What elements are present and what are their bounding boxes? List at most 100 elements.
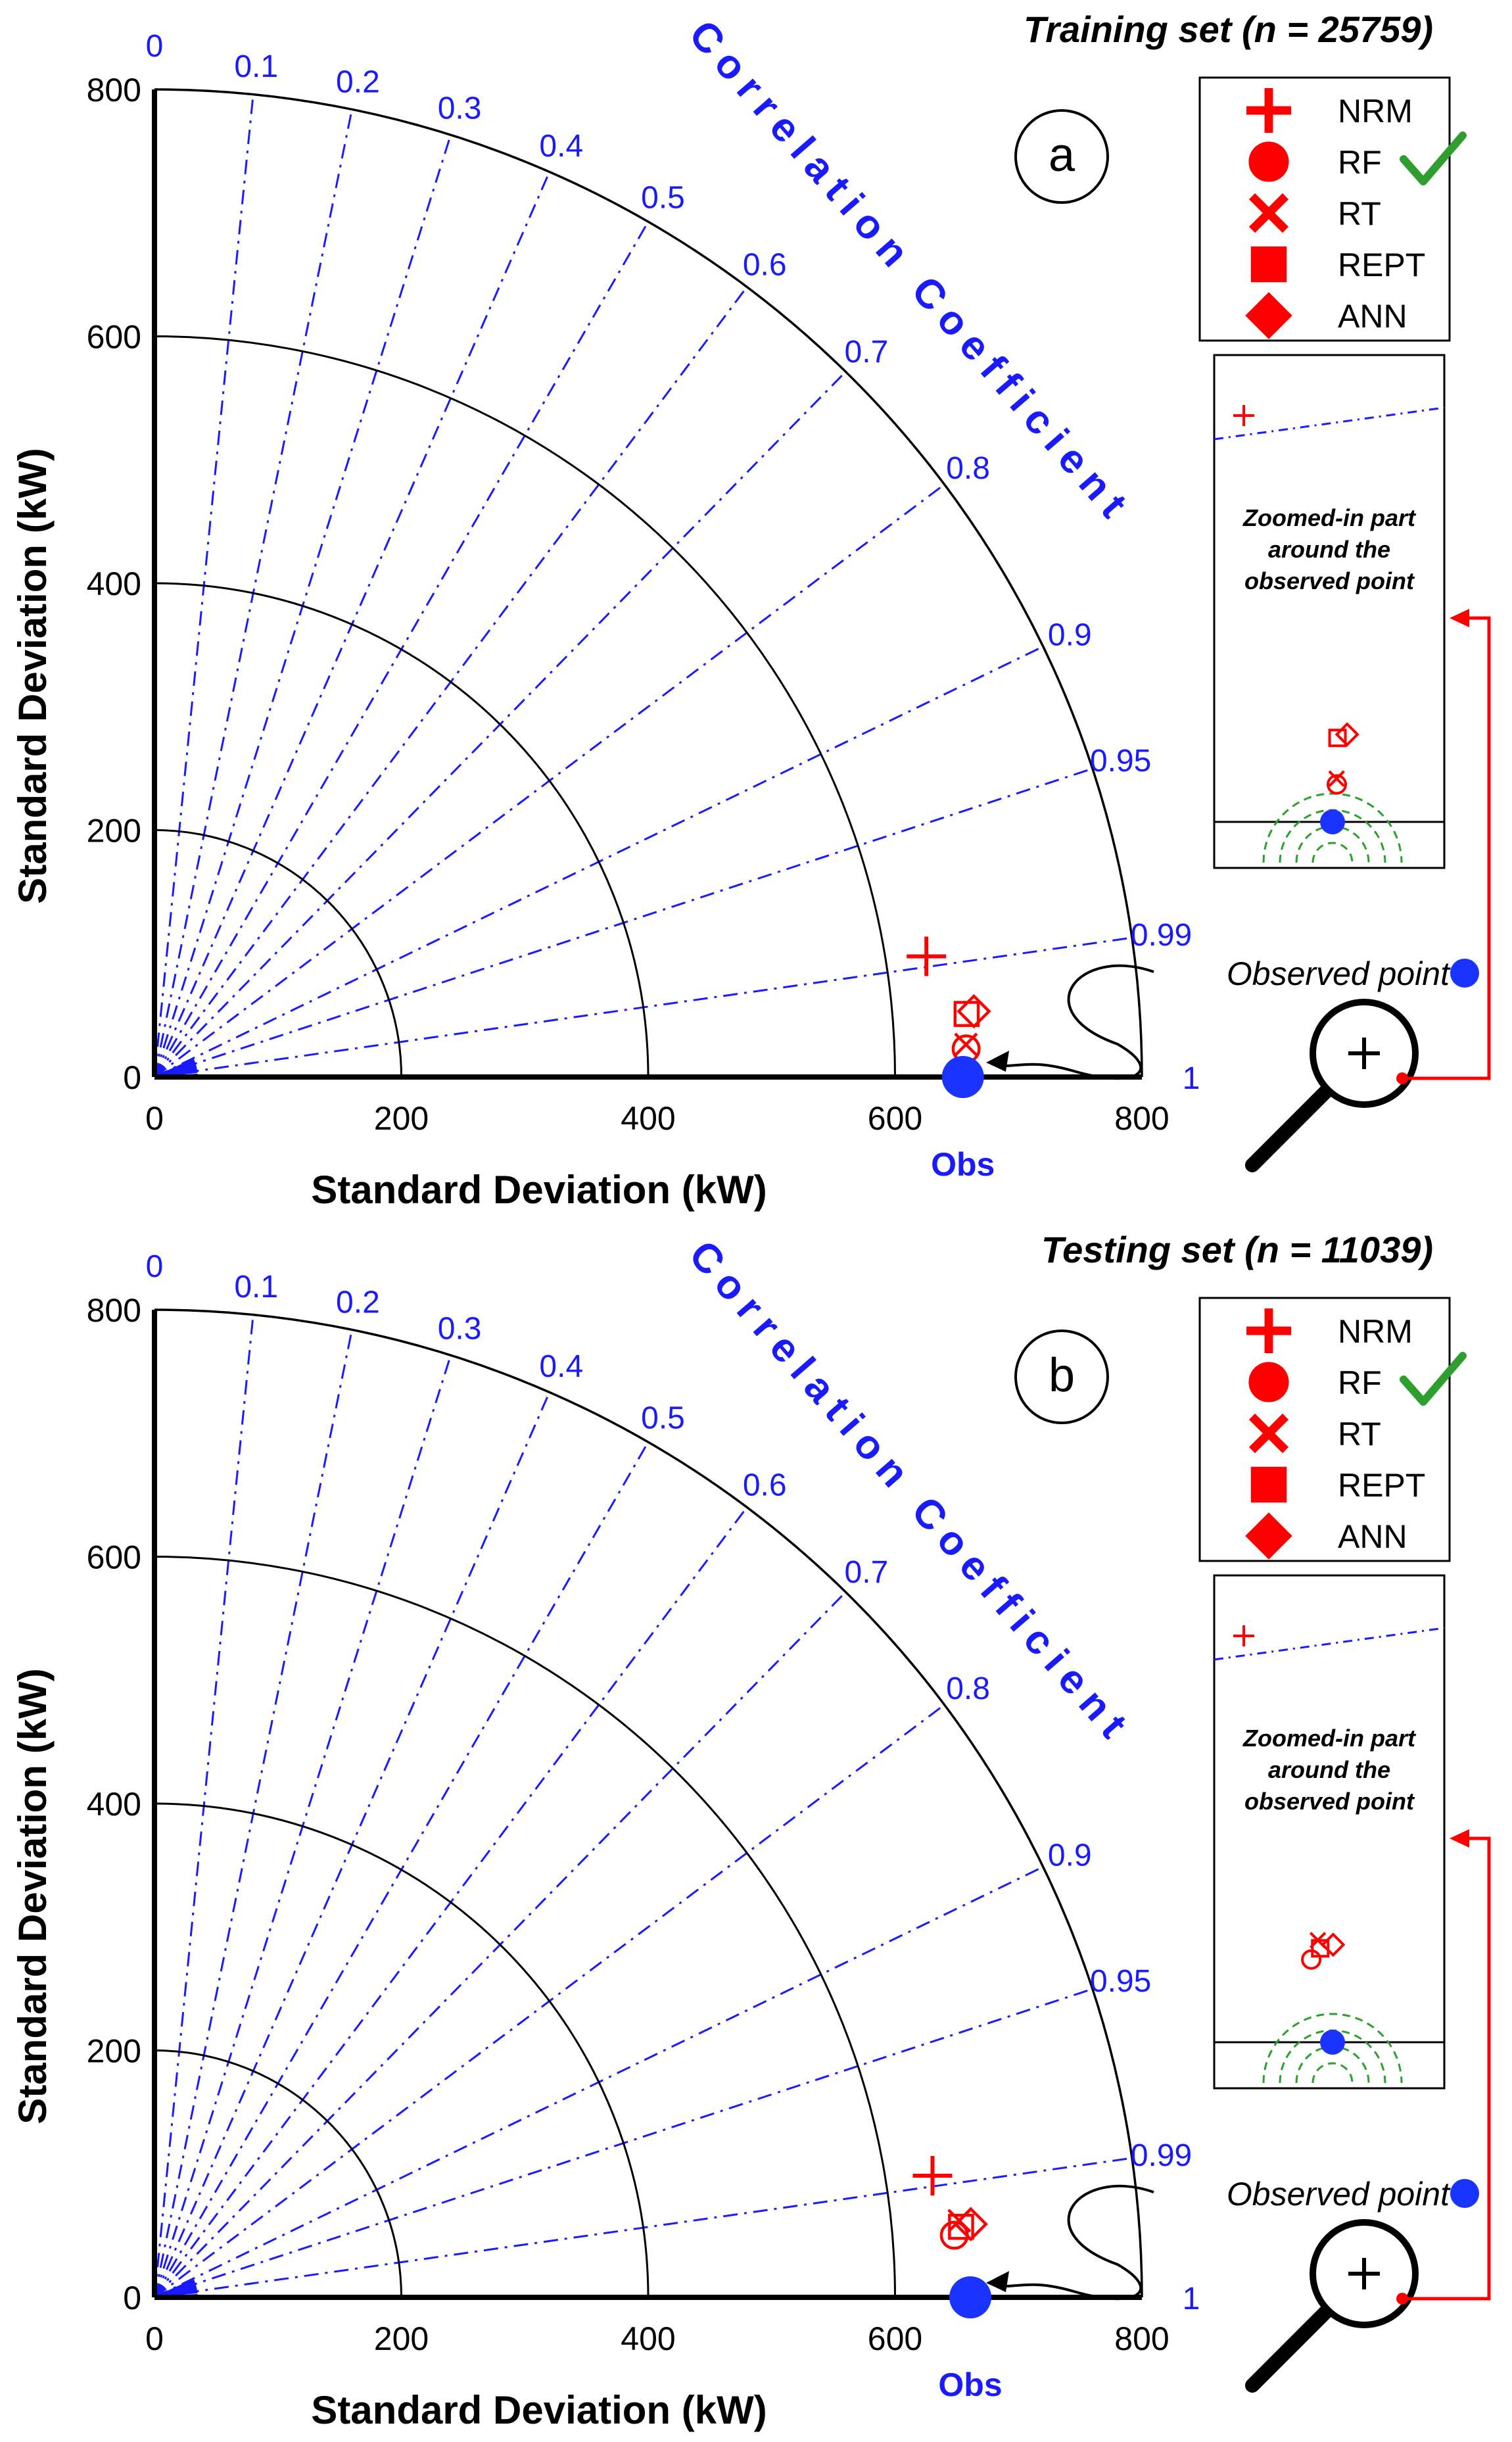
legend-box: [1198, 1297, 1451, 1562]
zoom-correlation-ray: [1214, 406, 1445, 441]
observed-point-marker: [941, 1056, 984, 1098]
x-tick-label: 600: [868, 1100, 922, 1137]
zoom-note-line: observed point: [1244, 1788, 1415, 1815]
model-marker-nrm: [912, 2155, 953, 2195]
model-marker-rt: [954, 1032, 978, 1057]
zoom-inset: Zoomed-in part around the observed point: [1213, 1574, 1446, 2090]
correlation-tick-label: 0.6: [743, 247, 787, 282]
correlation-tick-label: 0.1: [234, 49, 278, 84]
zoom-note: Zoomed-in part around the observed point: [1242, 504, 1417, 594]
outer-arc: [154, 88, 1143, 1078]
zoom-marker-ann: [1321, 1932, 1346, 1957]
zoom-correlation-ray: [1214, 1627, 1445, 1661]
zoom-note-line: around the: [1268, 1756, 1390, 1783]
magnifier-plus: [1348, 1038, 1380, 1069]
correlation-tick-label: 0.5: [641, 180, 685, 215]
zoom-marker-rt: [1328, 770, 1345, 787]
x-tick-label: 400: [621, 2320, 675, 2357]
y-axis-title: Standard Deviation (kW): [11, 448, 55, 903]
std-arc: [154, 2049, 402, 2298]
zoom-connector-arrowhead: [1450, 1829, 1469, 1848]
x-tick-label: 800: [1114, 1100, 1169, 1137]
legend-icon-ann: [1245, 1512, 1292, 1560]
zoom-connector-dot: [1396, 1072, 1408, 1084]
correlation-tick-label: 0.8: [946, 451, 990, 486]
correlation-tick-label: 0.9: [1048, 1838, 1092, 1873]
x-tick-label: 0: [145, 2320, 164, 2357]
zoom-box: [1213, 1574, 1446, 2090]
legend-label: NRM: [1338, 93, 1413, 130]
legend-icon-rf: [1248, 141, 1289, 182]
legend-icon-rf: [1248, 1362, 1289, 1402]
legend-icon-rept: [1250, 246, 1287, 283]
legend-icon-nrm: [1246, 1308, 1291, 1353]
panel-letter: b: [1049, 1349, 1075, 1402]
correlation-tick-label: 0: [146, 29, 164, 64]
correlation-tick-label: 0.3: [438, 91, 482, 126]
zoom-note-line: Zoomed-in part: [1242, 504, 1417, 531]
obs-label: Obs: [938, 2366, 1002, 2403]
panel-letter-circle: [1014, 1329, 1109, 1424]
zoom-connector-arrowhead: [1450, 609, 1469, 627]
std-arc: [154, 335, 896, 1078]
x-axis-title: Standard Deviation (kW): [311, 1168, 767, 1212]
zoom-connector-line: [1402, 616, 1491, 1080]
correlation-tick-label: 0.4: [539, 1349, 583, 1384]
panel-letter-circle: [1014, 109, 1109, 204]
correlation-tick-label: 0.7: [845, 1555, 889, 1590]
y-axis-title: Standard Deviation (kW): [11, 1668, 55, 2124]
correlation-tick-label: 0.2: [336, 1285, 380, 1320]
zoom-note-line: observed point: [1244, 567, 1415, 594]
model-marker-rept: [953, 1001, 980, 1027]
correlation-tick-label: 0: [146, 1249, 164, 1284]
y-tick-label: 200: [87, 813, 141, 850]
check-icon: [1400, 132, 1467, 185]
y-tick-label: 0: [123, 2280, 141, 2316]
legend-label: ANN: [1338, 1518, 1407, 1555]
x-tick-label: 200: [374, 1100, 429, 1137]
outer-arc: [154, 1308, 1143, 2298]
obs-label: Obs: [931, 1146, 995, 1183]
pointer-curve: [992, 964, 1154, 1080]
magnifier-plus: [1348, 2258, 1380, 2289]
observed-point-label: Observed point: [1227, 955, 1451, 992]
zoom-ring: [1262, 2013, 1403, 2084]
model-marker-ann: [957, 994, 991, 1029]
zoom-marker-nrm: [1233, 405, 1254, 426]
correlation-tick-label: 1: [1183, 2282, 1200, 2316]
correlation-tick-label: 0.5: [641, 1401, 685, 1435]
legend-label: RF: [1338, 1364, 1382, 1401]
legend-icon-rept: [1250, 1466, 1287, 1503]
x-axis-title: Standard Deviation (kW): [311, 2388, 767, 2432]
magnifier-handle: [1245, 2303, 1335, 2393]
panel-title: Training set (n = 25759): [1024, 9, 1433, 50]
check-icon: [1400, 1352, 1467, 1406]
model-marker-ann: [953, 2207, 988, 2241]
legend-icon-rt: [1248, 1413, 1289, 1454]
std-arc: [154, 582, 650, 1078]
correlation-tick-label: 0.6: [743, 1468, 787, 1502]
legend-label: RT: [1338, 195, 1381, 232]
correlation-tick-label: 0.8: [946, 1671, 990, 1706]
y-tick-label: 400: [87, 565, 141, 602]
observed-point-legend-dot: [1450, 959, 1479, 988]
x-tick-label: 400: [621, 1100, 675, 1137]
y-tick-label: 400: [87, 1786, 141, 1823]
observed-point-legend-dot: [1450, 2179, 1479, 2208]
zoom-marker-rept: [1328, 729, 1347, 748]
correlation-tick-label: 0.95: [1090, 744, 1151, 778]
zoom-observed-point: [1320, 2030, 1345, 2055]
panel-letter: a: [1049, 129, 1075, 181]
std-arc: [154, 1802, 650, 2298]
correlation-tick-label: 0.99: [1131, 918, 1192, 953]
legend-icon-nrm: [1246, 88, 1291, 133]
legend-label: RT: [1338, 1416, 1381, 1452]
std-arc: [154, 1556, 896, 2298]
legend-label: RF: [1338, 144, 1382, 181]
zoom-ring: [1311, 2062, 1354, 2084]
pointer-curve: [992, 2184, 1154, 2301]
zoom-connector-line: [1402, 1836, 1491, 2301]
zoom-ring: [1311, 842, 1354, 863]
legend-icon-rt: [1248, 193, 1289, 233]
